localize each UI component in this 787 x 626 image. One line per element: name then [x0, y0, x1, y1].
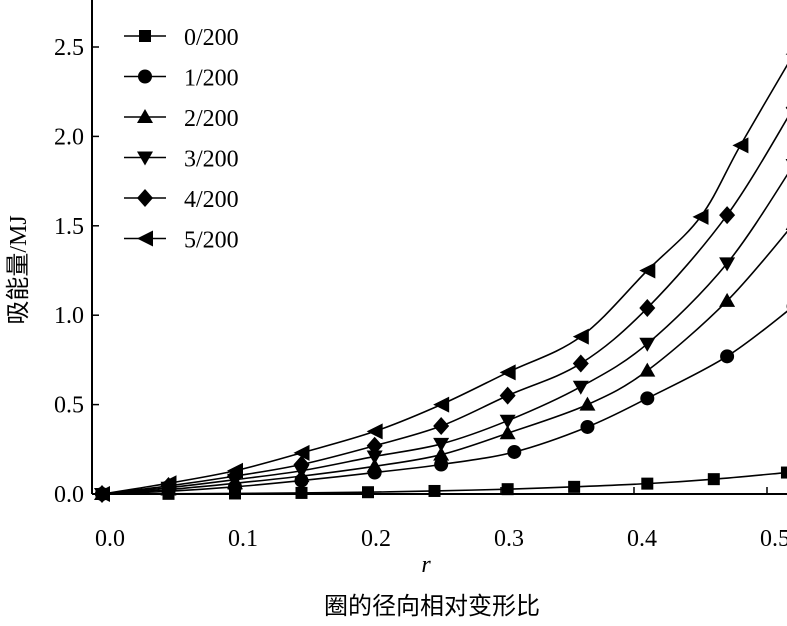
data-point	[366, 458, 383, 473]
x-tick-label: 0.5	[760, 526, 787, 552]
data-point	[780, 466, 787, 479]
data-point	[639, 299, 656, 318]
data-point	[366, 423, 383, 440]
data-point	[362, 486, 374, 499]
series-5-200	[94, 53, 787, 502]
data-point	[639, 362, 656, 377]
data-point	[692, 208, 709, 225]
data-point	[720, 349, 735, 364]
data-point	[641, 477, 654, 490]
data-point	[580, 419, 595, 434]
legend-label: 3/200	[184, 147, 239, 173]
legend-entry: 3/200	[124, 147, 239, 173]
axes: 0.0 0.5 1.0 1.5 2.0 2.5 0.0 0.1 0.2 0.3 0.4 0.5	[54, 0, 787, 552]
data-point	[433, 437, 450, 452]
data-point	[572, 380, 589, 395]
data-point	[433, 417, 450, 436]
data-point	[293, 444, 310, 461]
legend-marker	[137, 230, 153, 247]
series-2-200	[94, 227, 787, 500]
data-point	[160, 475, 177, 492]
legend-entry: 0/200	[124, 25, 239, 51]
series-1-200	[95, 303, 787, 501]
y-tick-label: 1.5	[54, 214, 84, 240]
data-point	[639, 262, 656, 279]
data-point	[639, 337, 656, 352]
data-point	[507, 444, 522, 459]
x-tick-label: 0.3	[494, 526, 524, 552]
data-point	[499, 425, 516, 440]
data-point	[433, 396, 450, 413]
legend-label: 1/200	[184, 66, 239, 92]
x-tick-label: 0.2	[361, 526, 391, 552]
series-0-200	[96, 466, 787, 500]
legend-entry: 5/200	[124, 228, 239, 254]
series-4-200	[94, 106, 787, 503]
data-point	[572, 328, 589, 345]
x-axis-symbol: r	[421, 552, 431, 578]
series-line	[101, 230, 787, 495]
data-point	[499, 386, 516, 405]
legend-entry: 1/200	[124, 66, 239, 92]
data-point	[434, 457, 449, 472]
y-tick-label: 0.5	[54, 393, 84, 419]
y-tick-label: 2.5	[54, 35, 84, 61]
legend-marker	[137, 109, 153, 123]
legend-label: 2/200	[184, 106, 239, 132]
data-point	[94, 486, 110, 502]
data-point	[366, 436, 383, 455]
legend: 0/200 1/200 2/200 3/200 4/200 5/200	[124, 25, 239, 254]
data-point	[227, 462, 243, 479]
data-point	[640, 391, 655, 406]
data-point	[719, 292, 736, 307]
data-point	[499, 364, 516, 381]
series-line	[101, 173, 787, 495]
data-point	[719, 257, 736, 272]
data-point	[499, 414, 516, 429]
data-point	[501, 483, 514, 496]
data-point	[433, 446, 450, 461]
legend-marker	[139, 30, 151, 42]
data-point	[732, 137, 749, 154]
data-point	[719, 206, 736, 225]
legend-label: 0/200	[184, 25, 239, 51]
y-axis-title: 吸能量/MJ	[5, 215, 32, 324]
data-point	[366, 450, 383, 465]
series-line	[101, 117, 787, 495]
data-point	[579, 396, 596, 411]
data-point	[295, 486, 308, 499]
x-tick-label: 0.1	[228, 526, 258, 552]
data-point	[428, 484, 441, 497]
x-tick-label: 0.4	[627, 526, 657, 552]
data-point	[707, 473, 720, 486]
series-layer	[94, 53, 787, 503]
legend-marker	[138, 69, 152, 84]
legend-marker	[137, 189, 153, 207]
legend-entry: 4/200	[124, 187, 239, 213]
x-tick-label: 0.0	[95, 526, 125, 552]
legend-label: 4/200	[184, 187, 239, 213]
legend-entry: 2/200	[124, 106, 239, 132]
data-point	[568, 480, 581, 493]
y-tick-label: 0.0	[54, 482, 84, 508]
legend-marker	[137, 151, 153, 166]
legend-label: 5/200	[184, 228, 239, 254]
data-point	[293, 455, 310, 474]
y-tick-label: 2.0	[54, 124, 84, 150]
x-axis-title: 圈的径向相对变形比	[324, 593, 540, 620]
data-point	[572, 354, 589, 373]
y-tick-label: 1.0	[54, 303, 84, 329]
